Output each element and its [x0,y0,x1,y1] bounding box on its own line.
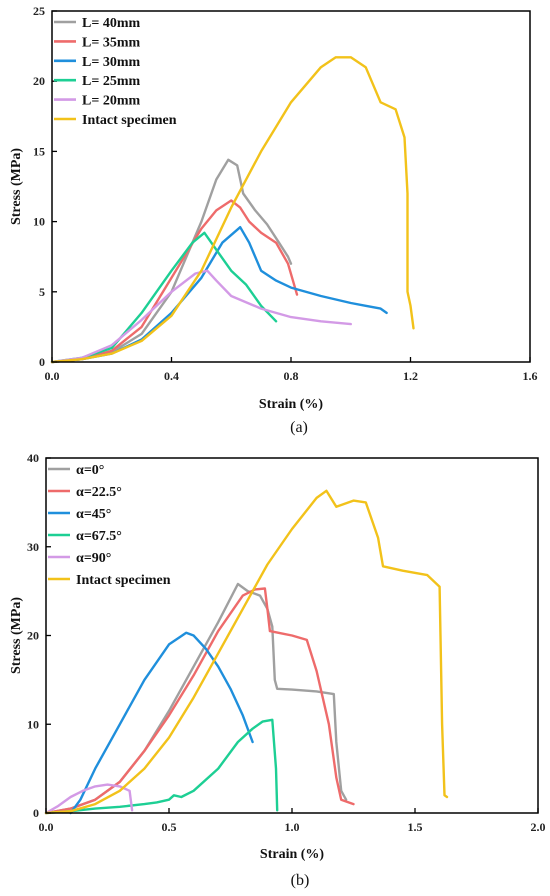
figure-caption: (b) [291,872,310,889]
series-line [44,489,449,815]
series-line [50,199,299,364]
series-line [44,783,134,815]
series-line [44,587,355,815]
y-tick-label: 30 [27,540,39,554]
legend-label: α=45° [76,507,111,522]
legend: L= 40mm L= 35mm L= 30mm L= 25mm L= 20mm Intac… [54,16,177,128]
legend-label: L= 40mm [82,16,140,31]
x-tick-label: 0.8 [284,369,299,383]
chart-panel-0: 0.0 0.4 0.8 1.2 1.6 0 5 10 15 20 25 Strain (%) Stres… [9,4,538,436]
legend-label: Intact specimen [76,573,171,588]
legend-label: α=0° [76,463,104,478]
x-tick-label: 0.0 [39,820,54,834]
x-tick-label: 1.2 [403,369,418,383]
series-line [69,631,254,815]
y-tick-label: 0 [39,355,45,369]
y-tick-label: 0 [33,806,39,820]
y-tick-label: 20 [27,629,39,643]
y-tick-label: 10 [33,215,45,229]
legend-label: α=22.5° [76,485,122,500]
x-axis-label: Strain (%) [260,847,325,862]
x-tick-label: 2.0 [531,820,546,834]
legend-label: α=90° [76,551,111,566]
x-tick-label: 0.0 [45,369,60,383]
x-tick-label: 1.6 [523,369,538,383]
series-line [50,158,293,364]
legend-label: L= 25mm [82,74,140,89]
y-tick-label: 10 [27,717,39,731]
legend: α=0° α=22.5° α=45° α=67.5° α=90° Intact speci… [48,463,171,588]
y-tick-label: 40 [27,451,39,465]
y-tick-label: 15 [33,144,45,158]
legend-label: L= 35mm [82,35,140,50]
x-axis-label: Strain (%) [259,397,324,412]
series-line [50,226,388,364]
legend-label: L= 20mm [82,94,140,109]
x-tick-label: 1.0 [285,820,300,834]
y-tick-label: 25 [33,4,45,18]
series-line [50,269,352,364]
series-line [50,56,415,364]
legend-label: α=67.5° [76,529,122,544]
y-axis-label: Stress (MPa) [9,148,24,225]
y-axis-label: Stress (MPa) [9,597,24,674]
x-tick-label: 1.5 [408,820,423,834]
series-line [44,718,279,815]
chart-panel-1: 0.0 0.5 1.0 1.5 2.0 0 10 20 30 40 Strain (%) Stress… [9,451,546,889]
x-tick-label: 0.4 [164,369,179,383]
y-tick-label: 20 [33,74,45,88]
y-tick-label: 5 [39,285,45,299]
series-line [50,231,278,364]
x-tick-label: 0.5 [162,820,177,834]
legend-label: Intact specimen [82,113,177,128]
figure-caption: (a) [290,419,308,436]
legend-label: L= 30mm [82,55,140,70]
